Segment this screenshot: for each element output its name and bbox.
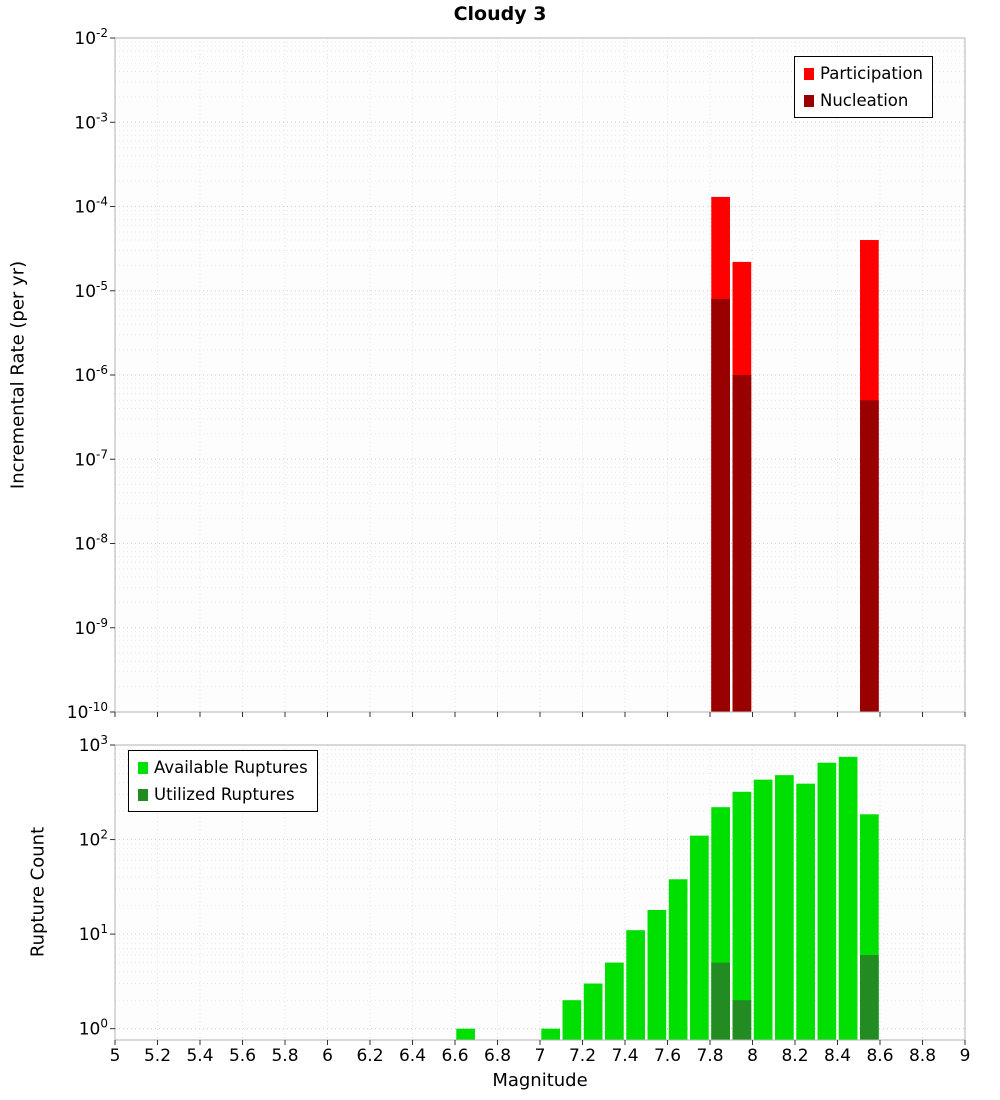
legend-entry-participation: Participation: [804, 60, 923, 87]
participation-swatch-icon: [804, 67, 814, 80]
svg-text:103: 103: [79, 733, 108, 756]
legend-label-participation: Participation: [820, 64, 924, 83]
svg-text:5: 5: [110, 1046, 121, 1066]
svg-text:8: 8: [747, 1046, 758, 1066]
svg-text:5.2: 5.2: [144, 1046, 171, 1066]
svg-text:9: 9: [960, 1046, 971, 1066]
svg-text:8.8: 8.8: [909, 1046, 936, 1066]
svg-text:6.2: 6.2: [356, 1046, 383, 1066]
svg-text:8.6: 8.6: [866, 1046, 893, 1066]
svg-text:10-5: 10-5: [74, 279, 108, 302]
legend-entry-utilized-ruptures: Utilized Ruptures: [138, 781, 308, 808]
legend-entry-nucleation: Nucleation: [804, 87, 923, 114]
svg-text:7.8: 7.8: [696, 1046, 723, 1066]
x-axis-label: Magnitude: [492, 1070, 588, 1091]
svg-text:7.4: 7.4: [611, 1046, 638, 1066]
nucleation-swatch-icon: [804, 94, 814, 107]
svg-text:10-7: 10-7: [74, 447, 108, 470]
svg-text:7.6: 7.6: [654, 1046, 681, 1066]
svg-text:10-9: 10-9: [74, 616, 108, 639]
chart-title: Cloudy 3: [453, 3, 547, 25]
svg-text:5.8: 5.8: [271, 1046, 298, 1066]
legend-label-utilized-ruptures: Utilized Ruptures: [154, 785, 295, 804]
svg-text:10-10: 10-10: [67, 700, 108, 723]
legend-rate-panel: Participation Nucleation: [794, 56, 934, 118]
legend-entry-available-ruptures: Available Ruptures: [138, 754, 308, 781]
svg-text:101: 101: [79, 922, 108, 945]
svg-text:6.4: 6.4: [399, 1046, 426, 1066]
y-axis-label-count: Rupture Count: [27, 826, 49, 958]
available-ruptures-swatch-icon: [138, 761, 148, 774]
legend-label-nucleation: Nucleation: [820, 91, 909, 110]
svg-text:10-8: 10-8: [74, 532, 108, 555]
svg-text:8.2: 8.2: [781, 1046, 808, 1066]
svg-text:5.6: 5.6: [229, 1046, 256, 1066]
legend-label-available-ruptures: Available Ruptures: [154, 758, 308, 777]
svg-text:7: 7: [535, 1046, 546, 1066]
svg-text:10-6: 10-6: [74, 363, 108, 386]
svg-text:100: 100: [79, 1017, 108, 1040]
utilized-ruptures-swatch-icon: [138, 788, 148, 801]
svg-text:102: 102: [79, 828, 108, 851]
legend-count-panel: Available Ruptures Utilized Ruptures: [128, 750, 318, 812]
svg-text:10-3: 10-3: [74, 110, 108, 133]
svg-text:8.4: 8.4: [824, 1046, 851, 1066]
svg-text:7.2: 7.2: [569, 1046, 596, 1066]
svg-text:6.8: 6.8: [484, 1046, 511, 1066]
svg-text:10-2: 10-2: [74, 26, 108, 49]
svg-text:6.6: 6.6: [441, 1046, 468, 1066]
svg-text:10-4: 10-4: [74, 195, 108, 218]
y-axis-label-rate: Incremental Rate (per yr): [7, 260, 29, 490]
svg-text:5.4: 5.4: [186, 1046, 213, 1066]
svg-text:6: 6: [322, 1046, 333, 1066]
